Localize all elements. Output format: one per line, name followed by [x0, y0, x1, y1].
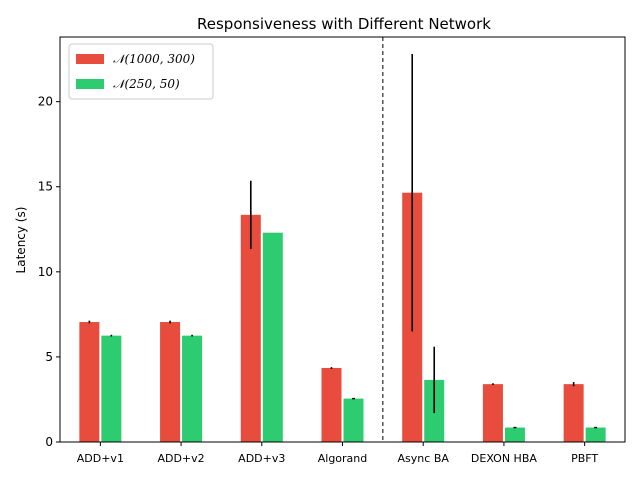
x-tick-label: ADD+v3 — [238, 452, 285, 465]
y-tick-label: 5 — [45, 350, 53, 364]
x-tick-label: Async BA — [398, 452, 450, 465]
bar-series-1 — [321, 367, 342, 442]
y-tick-label: 10 — [38, 265, 53, 279]
legend: 𝒩(1000, 300) 𝒩(250, 50) — [68, 43, 214, 100]
x-tick-label: DEXON HBA — [471, 452, 537, 465]
bar-series-1 — [240, 214, 261, 442]
bar-series-2 — [585, 427, 606, 442]
bar-series-1 — [482, 384, 503, 442]
bar-series-1 — [563, 384, 584, 442]
axes-frame — [59, 36, 626, 443]
bar-series-2 — [504, 427, 525, 442]
x-tick-label: ADD+v1 — [77, 452, 124, 465]
chart-title: Responsiveness with Different Network — [197, 15, 491, 33]
bar-series-2 — [182, 335, 203, 442]
plot-area: 0 5 10 15 20 ADD+v1 ADD+v2 ADD+v3 Algorand Async … — [38, 36, 626, 465]
x-tick-label: Algorand — [318, 452, 368, 465]
x-tick-label: PBFT — [571, 452, 598, 465]
y-axis-label: Latency (s) — [14, 207, 28, 274]
legend-swatch-series-1 — [76, 54, 104, 64]
bar-series-2 — [262, 232, 283, 442]
y-tick-label: 15 — [38, 180, 53, 194]
x-tick-label: ADD+v2 — [157, 452, 204, 465]
legend-label-series-2: 𝒩(250, 50) — [113, 77, 180, 91]
bar-series-2 — [101, 335, 122, 442]
y-tick-label: 0 — [45, 435, 53, 449]
bar-series-1 — [160, 322, 181, 442]
legend-swatch-series-2 — [76, 79, 104, 89]
bar-series-2 — [343, 398, 364, 442]
y-tick-label: 20 — [38, 95, 53, 109]
legend-label-series-1: 𝒩(1000, 300) — [113, 52, 195, 66]
legend-frame — [68, 43, 214, 100]
bar-series-1 — [79, 322, 100, 442]
